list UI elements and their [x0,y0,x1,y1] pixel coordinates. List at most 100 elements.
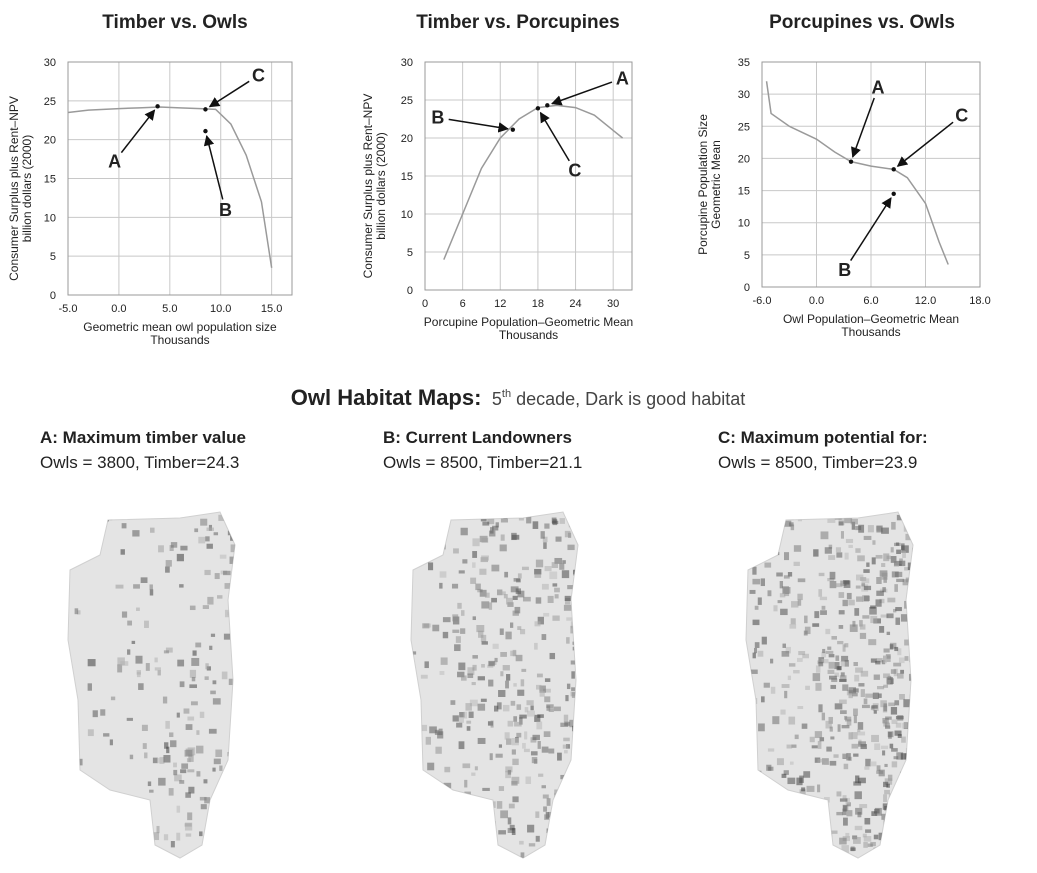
habitat-cell [481,635,486,642]
habitat-cell [777,758,784,765]
habitat-cell [567,545,574,550]
habitat-cell [913,599,919,603]
habitat-cell [821,531,829,539]
habitat-cell [535,811,539,817]
x-axis-label: Porcupine Population–Geometric Mean [424,315,633,329]
habitat-cell [888,841,893,848]
x-tick-label: 0 [422,298,428,310]
annotation-point [203,129,207,133]
habitat-cell [822,713,825,721]
habitat-cell [164,742,168,749]
habitat-cell [479,569,486,575]
habitat-cell [787,513,793,521]
habitat-cell [467,817,474,822]
habitat-cell [233,752,238,759]
habitat-cell [180,681,185,687]
series-line [444,105,623,259]
habitat-cell [815,731,822,738]
habitat-cell [513,683,516,687]
habitat-cell [885,716,892,719]
habitat-cell [481,601,489,608]
habitat-cell [508,817,512,824]
habitat-cell [792,745,797,748]
habitat-cell [478,738,486,744]
habitat-cell [870,761,876,766]
habitat-cell [579,588,586,593]
y-tick-label: 0 [407,285,413,297]
habitat-cell [784,691,787,698]
habitat-cell [487,855,494,862]
habitat-cell [489,821,496,828]
habitat-cell [526,777,531,784]
habitat-cell [505,681,509,689]
habitat-cell [127,649,130,654]
habitat-cell [545,678,550,682]
habitat-cell [424,857,429,863]
habitat-cell [88,659,96,666]
habitat-cell [541,531,545,539]
habitat-cell [803,771,810,778]
habitat-cell [534,643,538,650]
habitat-cell [913,731,921,737]
habitat-cell [894,647,898,651]
habitat-cell [755,642,760,648]
habitat-cell [767,590,771,596]
y-tick-label: 5 [50,251,56,263]
habitat-cell [892,761,897,767]
habitat-cell [565,805,571,812]
habitat-cell [511,533,517,540]
habitat-cell [887,598,895,603]
habitat-cell [856,596,863,601]
habitat-cell [561,789,567,795]
annotation-point [849,159,853,163]
habitat-cell [554,707,561,712]
habitat-cell [786,819,792,827]
habitat-cell [822,606,826,610]
habitat-cell [450,700,455,705]
habitat-cell [764,683,770,688]
habitat-cell [817,785,820,793]
habitat-cell [176,833,180,841]
habitat-cell [831,636,837,640]
map-outline [68,512,235,858]
habitat-cell [791,601,798,607]
habitat-cell [157,826,160,833]
habitat-cell [237,581,240,588]
habitat-cell [880,856,886,864]
habitat-cell [881,746,888,749]
habitat-cell [127,718,133,721]
habitat-cell [913,517,919,523]
habitat-cell [772,716,779,724]
habitat-cell [780,710,785,715]
habitat-cell [576,580,582,584]
habitat-cell [466,825,470,829]
habitat-cell [560,518,565,524]
habitat-cell [500,810,508,818]
habitat-cell [776,572,783,576]
habitat-cell [435,730,439,735]
habitat-cell [915,693,923,700]
habitat-cell [755,841,758,848]
habitat-cell [797,594,802,600]
habitat-cell [860,624,866,629]
habitat-cell [775,856,778,863]
habitat-cell [805,686,810,690]
habitat-cell [186,833,191,836]
figure: Owl Habitat Maps: 5th decade, Dark is go… [0,0,1037,873]
habitat-cell [812,623,819,627]
habitat-cell [200,712,205,718]
habitat-cell [916,728,919,734]
habitat-cell [818,704,822,712]
habitat-cell [871,735,879,742]
habitat-cell [490,527,494,533]
habitat-cell [464,796,468,801]
habitat-cell [207,528,214,531]
habitat-cell [844,643,848,647]
habitat-cell [212,768,215,772]
habitat-cell [549,708,554,712]
habitat-cell [232,523,237,528]
habitat-cell [830,685,836,689]
habitat-cell [804,836,811,843]
x-tick-label: -6.0 [753,295,772,307]
habitat-cell [520,629,525,634]
